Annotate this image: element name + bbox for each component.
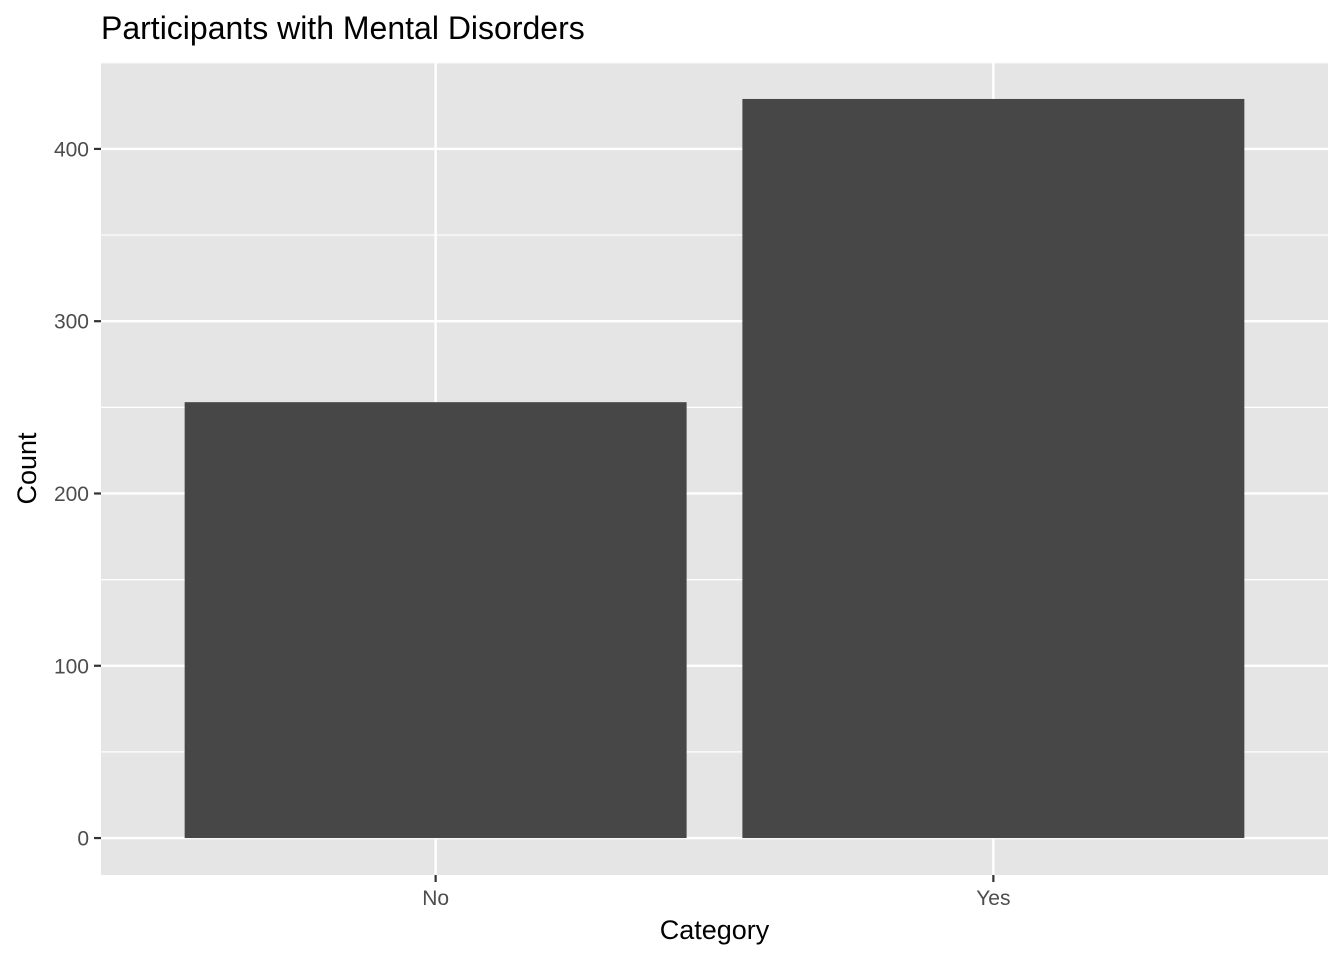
y-axis-ticks: 0 100 200 300 400 xyxy=(54,138,101,851)
x-tick-label: No xyxy=(422,887,449,910)
bars xyxy=(184,98,1245,839)
y-axis-title: Count xyxy=(12,432,42,505)
bar-no xyxy=(184,402,687,839)
y-tick-label: 100 xyxy=(54,655,89,678)
x-axis-title: Category xyxy=(660,915,770,945)
x-axis-ticks: No Yes xyxy=(422,875,1010,910)
y-tick-label: 400 xyxy=(54,138,89,161)
x-tick-label: Yes xyxy=(976,887,1010,910)
y-tick-label: 0 xyxy=(77,828,89,851)
chart-title: Participants with Mental Disorders xyxy=(101,10,585,46)
bar-yes xyxy=(742,98,1245,839)
y-tick-label: 300 xyxy=(54,311,89,334)
y-tick-label: 200 xyxy=(54,483,89,506)
